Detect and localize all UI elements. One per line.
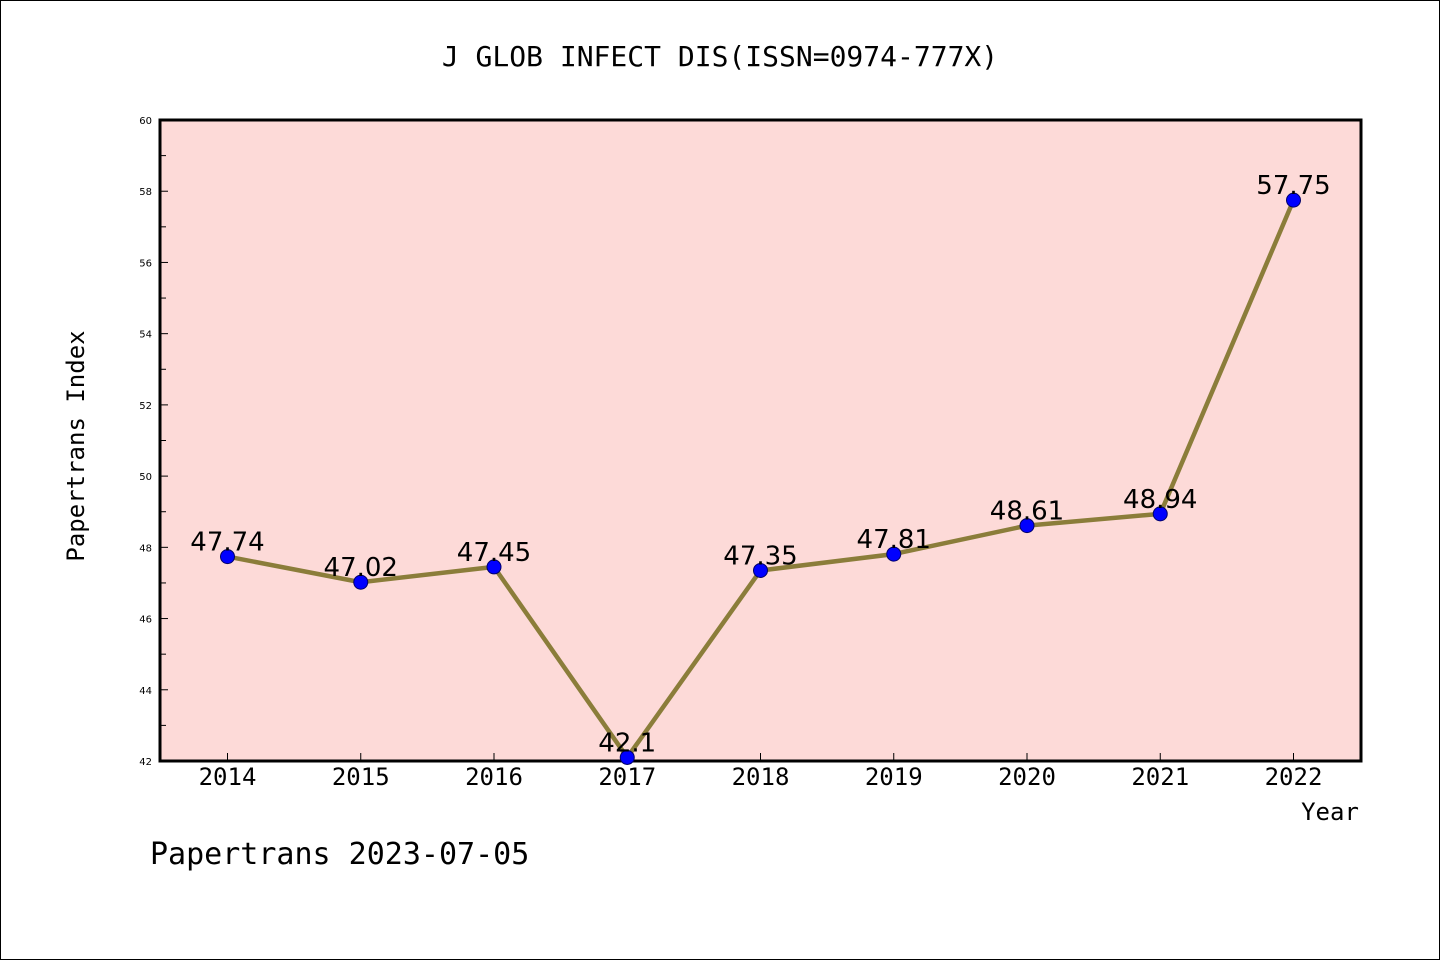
data-point-marker	[1019, 518, 1035, 534]
data-label: 42.1	[598, 728, 656, 758]
y-tick-label: 60	[139, 116, 152, 127]
y-tick-label: 44	[139, 686, 152, 697]
chart-title: J GLOB INFECT DIS(ISSN=0974-777X)	[442, 40, 998, 73]
x-tick-label: 2016	[465, 763, 523, 791]
x-tick-label: 2017	[598, 763, 656, 791]
data-point-marker	[1286, 192, 1301, 208]
y-tick-label: 52	[139, 401, 152, 412]
data-point-marker	[753, 562, 768, 578]
y-tick-label: 56	[139, 258, 152, 269]
y-tick-label: 50	[139, 472, 152, 483]
data-point-marker	[886, 546, 902, 562]
data-label: 47.74	[190, 528, 264, 558]
data-point-marker	[353, 574, 369, 590]
x-axis: 2014 2015 2016 2017 2018 2019 2020 2021 2022	[199, 753, 1323, 791]
y-tick-label: 48	[139, 543, 152, 554]
data-point-marker	[619, 749, 635, 765]
data-labels-group: 47.74 47.02 47.45 42.1 47.35 47.81 48.61 48.94 5…	[190, 171, 1330, 758]
data-label: 47.81	[857, 525, 931, 555]
x-tick-label: 2021	[1131, 763, 1189, 791]
x-axis-label: Year	[1301, 798, 1359, 826]
data-point-marker	[486, 559, 502, 575]
plot-area	[158, 118, 1363, 763]
x-tick-label: 2015	[332, 763, 390, 791]
data-label: 47.35	[723, 541, 797, 571]
data-label: 47.45	[457, 538, 531, 568]
y-tick-label: 54	[139, 330, 152, 341]
x-tick-label: 2019	[865, 763, 923, 791]
data-label: 57.75	[1256, 171, 1330, 201]
markers-group	[220, 192, 1301, 765]
footer-text: Papertrans 2023-07-05	[150, 837, 529, 872]
x-tick-label: 2020	[998, 763, 1056, 791]
data-point-marker	[1152, 506, 1168, 522]
y-tick-label: 46	[139, 615, 152, 626]
x-tick-label: 2014	[199, 763, 257, 791]
y-tick-label: 58	[139, 187, 152, 198]
data-label: 47.02	[324, 553, 398, 583]
data-point-marker	[220, 549, 235, 565]
data-label: 48.94	[1123, 485, 1197, 515]
y-axis-label: Papertrans Index	[62, 330, 90, 561]
x-tick-label: 2022	[1265, 763, 1323, 791]
x-tick-label: 2018	[732, 763, 790, 791]
data-label: 48.61	[990, 497, 1064, 527]
y-tick-label: 42	[139, 757, 152, 768]
y-axis: 42 44 46 48 50 52 54 56 58 60	[139, 116, 168, 768]
